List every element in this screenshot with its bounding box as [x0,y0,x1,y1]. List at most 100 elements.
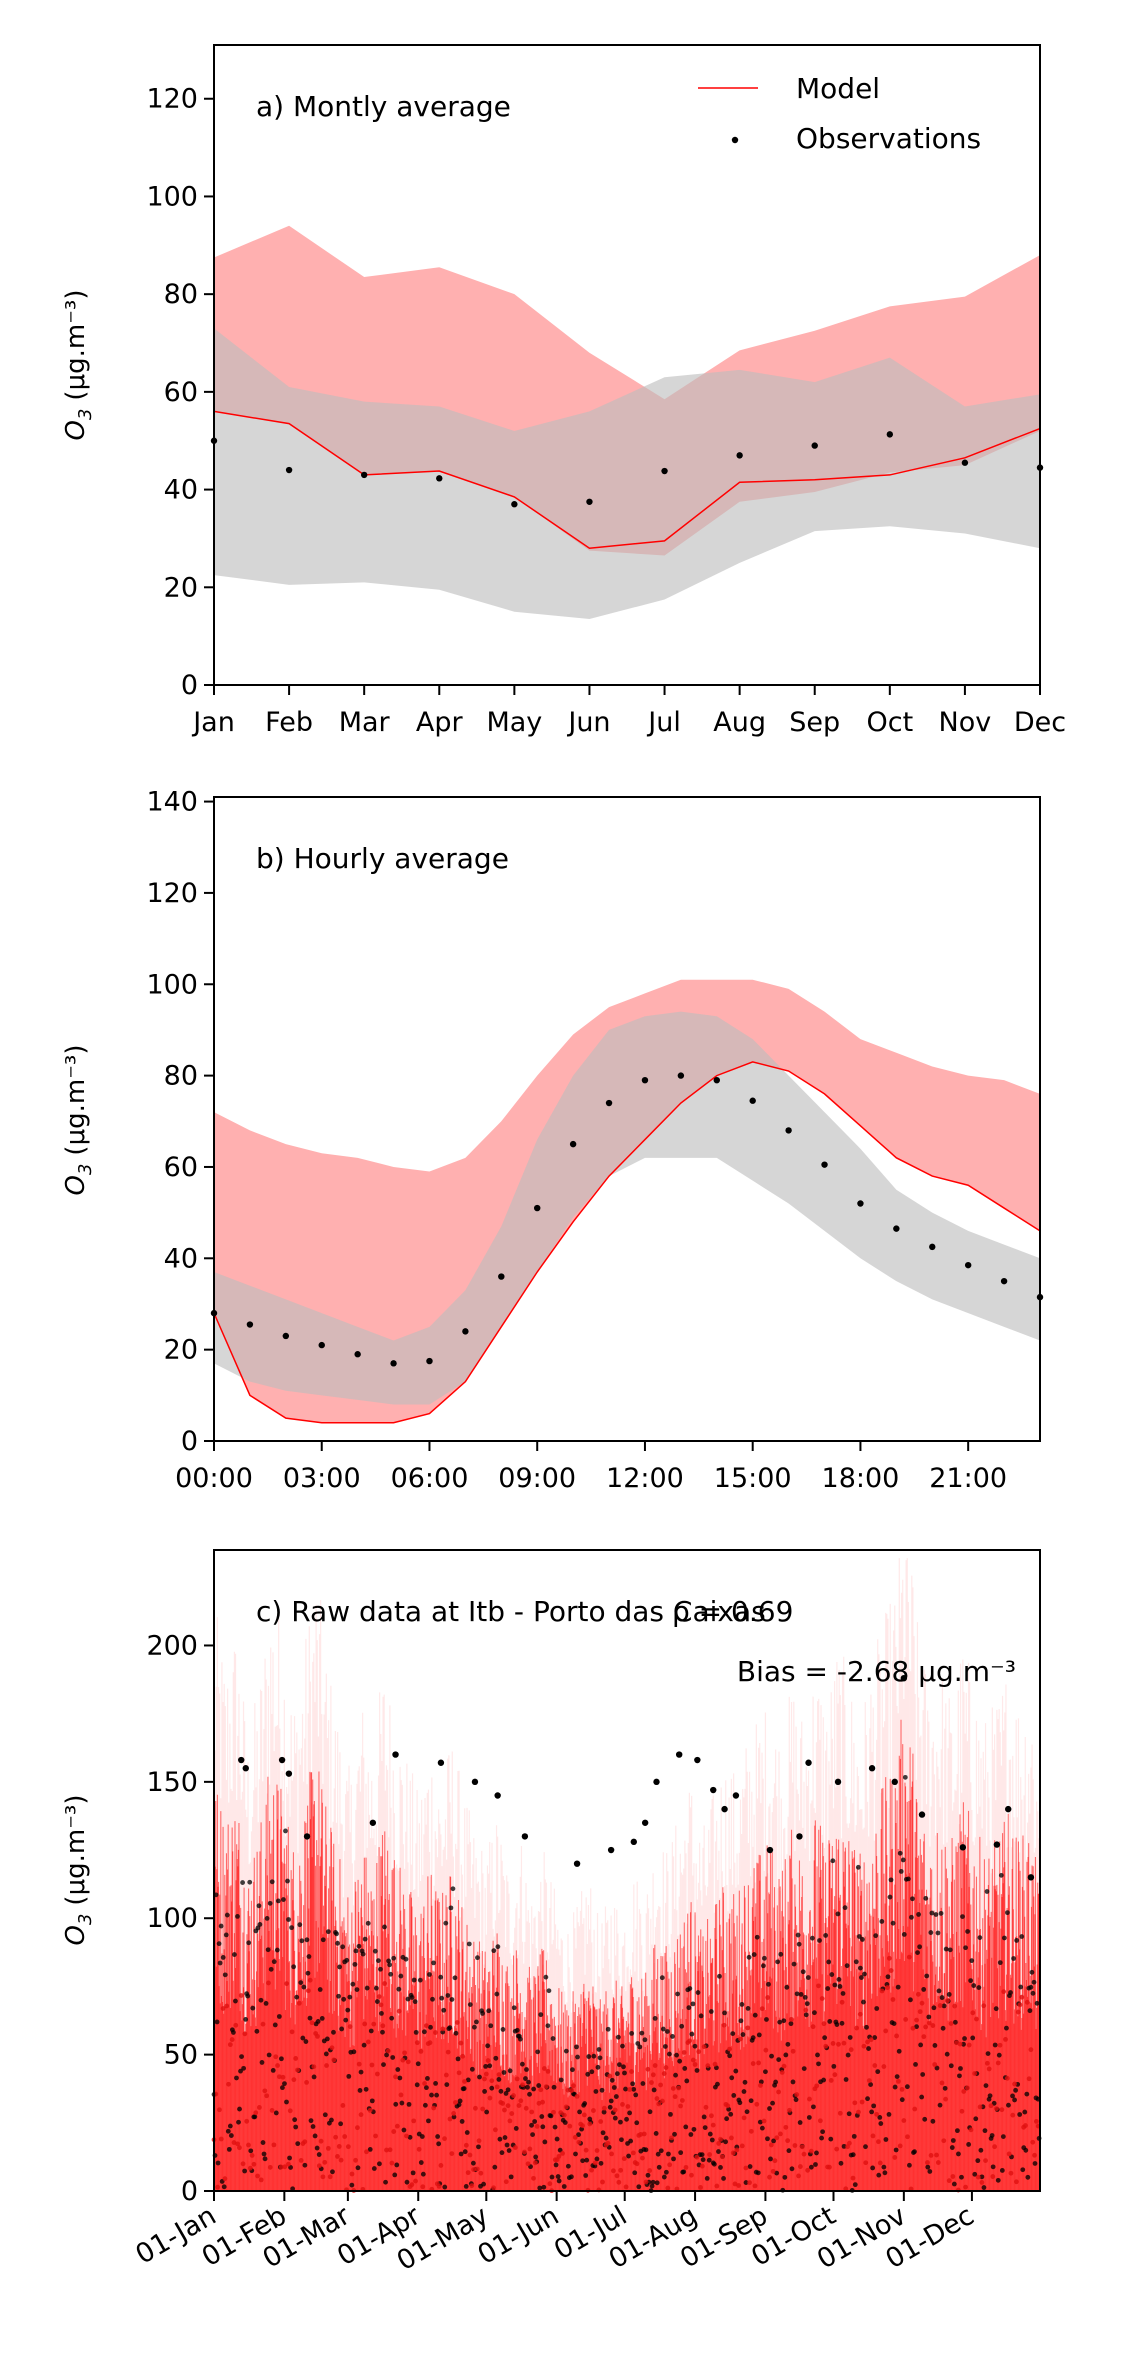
obs-raw-point [723,2139,728,2145]
obs-raw-point [933,1912,939,1917]
obs-raw-point [404,2179,410,2185]
obs-raw-point [733,2068,739,2074]
obs-raw-point [999,2168,1005,2173]
obs-raw-point [797,2120,803,2125]
obs-raw-point [215,2160,221,2166]
obs-raw-point [794,1991,800,1997]
obs-raw-point [660,2026,666,2032]
obs-raw-point [583,2173,589,2178]
obs-raw-point [667,2051,672,2057]
obs-raw-point [895,1984,901,1990]
model-raw-point [823,2043,829,2049]
model-raw-point [247,2165,253,2171]
obs-raw-point [504,2142,510,2148]
model-raw-point [709,2113,714,2119]
obs-raw-point [232,1952,237,1957]
obs-raw-point [409,1995,415,2000]
model-raw-point [307,1977,313,1983]
panel-title: a) Montly average [256,90,511,123]
obs-raw-point [843,2077,849,2082]
model-raw-point [1017,2002,1023,2008]
model-raw-point [574,2094,580,2099]
obs-peak-point [766,1846,774,1854]
x-tick-label: Apr [416,707,464,738]
obs-peak-point [641,1819,649,1826]
model-raw-point [291,2077,297,2083]
model-raw-point [229,2037,235,2042]
obs-raw-point [632,2170,638,2176]
obs-raw-point [1029,1969,1035,1975]
model-raw-point [355,2125,360,2131]
obs-raw-point [717,1973,722,1979]
y-tick-label: 20 [164,572,198,603]
obs-raw-point [897,1850,903,1856]
model-raw-point [391,2129,397,2134]
obs-point [785,1127,792,1134]
model-raw-point [251,2161,257,2167]
obs-raw-point [487,2063,493,2069]
obs-raw-point [363,2086,369,2092]
obs-raw-point [465,2077,471,2083]
obs-raw-point [334,1931,339,1937]
legend-obs-swatch [731,136,739,144]
model-raw-point [592,2160,598,2166]
obs-raw-point [681,2169,687,2175]
model-raw-point [995,2060,1001,2066]
model-raw-point [304,2079,309,2085]
model-raw-point [832,2072,838,2078]
obs-raw-point [785,2041,791,2047]
model-raw-point [881,2064,887,2069]
model-raw-point [522,2149,527,2155]
model-raw-point [451,2111,457,2116]
obs-raw-point [550,2036,556,2041]
obs-raw-point [996,2052,1002,2058]
model-raw-point [689,2172,694,2178]
obs-raw-point [529,2122,534,2128]
obs-peak-point [471,1778,479,1786]
obs-raw-point [538,2012,544,2018]
model-raw-point [750,2061,756,2066]
model-raw-point [447,2116,453,2122]
y-axis-label-sub: 3 [75,1914,96,1925]
obs-point [1000,1277,1008,1285]
model-raw-point [414,2040,420,2046]
obs-peak-point [796,1833,803,1840]
obs-raw-point [382,1924,387,1930]
obs-raw-point [543,1974,549,1980]
obs-raw-point [267,1900,273,1906]
model-raw-point [253,2110,259,2116]
model-raw-point [807,2096,812,2102]
model-raw-point [286,2161,291,2167]
model-raw-point [801,2151,807,2157]
model-raw-point [841,2040,847,2046]
obs-raw-point [247,1879,253,1885]
model-raw-point [643,2179,649,2185]
obs-raw-point [549,2174,555,2180]
model-raw-point [886,1955,892,1961]
obs-raw-point [821,2077,827,2083]
model-raw-point [892,2155,898,2160]
model-raw-point [994,2106,999,2112]
obs-raw-point [403,1956,409,1962]
model-raw-point [545,2069,551,2074]
model-raw-point [266,1980,271,1986]
obs-raw-point [484,2109,490,2115]
y-axis-label: O3 (μg.m⁻³) [61,1795,96,1946]
model-raw-point [856,2109,861,2115]
model-raw-point [897,2143,903,2149]
obs-raw-point [565,2163,571,2169]
obs-raw-point [308,2118,314,2124]
obs-raw-point [607,2104,613,2110]
obs-peak-point [675,1751,683,1758]
obs-raw-point [695,1990,701,1995]
obs-raw-point [599,2087,605,2093]
obs-raw-point [319,2015,325,2021]
obs-raw-point [240,1880,245,1885]
model-raw-point [819,1996,825,2001]
x-tick-label: Jan [191,707,235,738]
model-raw-point [269,2108,275,2113]
model-raw-point [244,2118,250,2124]
obs-raw-point [556,2178,562,2184]
obs-raw-point [501,2070,507,2075]
obs-raw-point [656,2164,662,2170]
